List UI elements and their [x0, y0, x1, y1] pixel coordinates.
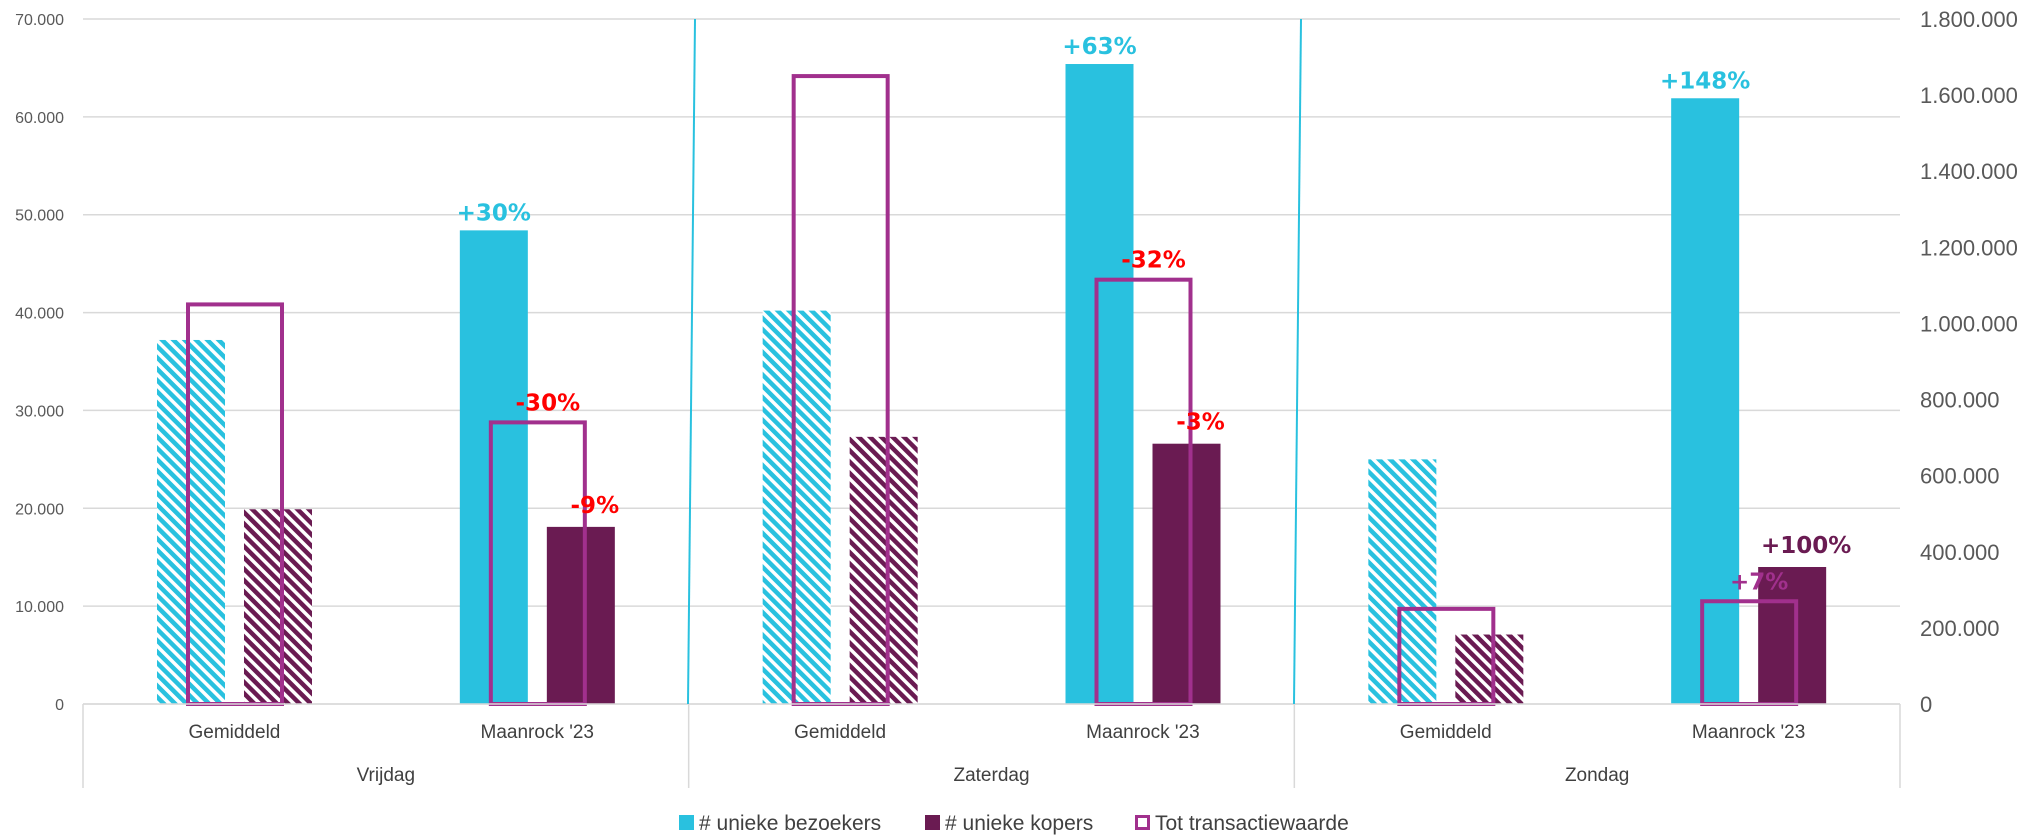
group-label: Vrijdag	[357, 765, 415, 786]
annotation-label: -3%	[1176, 410, 1225, 436]
bar-bezoekers	[157, 339, 225, 704]
legend-label: Tot transactiewaarde	[1155, 812, 1349, 835]
category-label: Gemiddeld	[188, 722, 280, 743]
annotation-label: -32%	[1121, 248, 1186, 274]
group-label: Zaterdag	[953, 765, 1029, 786]
left-tick-label: 70.000	[15, 12, 64, 29]
transactie-outlines	[186, 74, 1799, 707]
annotation-label: -9%	[571, 493, 620, 519]
left-tick-label: 30.000	[15, 403, 64, 420]
annotation-label: +30%	[457, 200, 531, 226]
bar-bezoekers	[1065, 64, 1134, 704]
right-tick-label: 800.000	[1920, 388, 2000, 413]
category-label: Gemiddeld	[1400, 722, 1492, 743]
category-label: Maanrock '23	[481, 722, 594, 743]
bar-kopers	[546, 526, 615, 704]
category-label: Gemiddeld	[794, 722, 886, 743]
legend: # unieke bezoekers # unieke kopers Tot tra…	[679, 812, 1349, 835]
annotation-label: -30%	[516, 390, 581, 416]
bar-bezoekers	[762, 310, 831, 704]
left-tick-label: 20.000	[15, 501, 64, 518]
group-dividers	[687, 18, 1302, 705]
annotation-label: +63%	[1062, 34, 1136, 60]
legend-label: # unieke kopers	[945, 812, 1093, 835]
legend-label: # unieke bezoekers	[699, 812, 881, 835]
category-label: Maanrock '23	[1086, 722, 1199, 743]
annotation-label: +7%	[1730, 569, 1788, 595]
annotations: +30% -30% -9% +63% -32% -3% +148% +7% +100%	[457, 34, 1852, 595]
day-divider	[687, 18, 696, 705]
right-tick-label: 600.000	[1920, 464, 2000, 489]
legend-swatch	[679, 815, 694, 830]
right-tick-label: 200.000	[1920, 616, 2000, 641]
bar-bezoekers	[1368, 459, 1437, 704]
right-tick-label: 1.800.000	[1920, 7, 2018, 32]
left-tick-label: 0	[55, 697, 64, 714]
bar-kopers	[1152, 443, 1221, 704]
bar-kopers	[1455, 634, 1524, 704]
right-tick-label: 400.000	[1920, 540, 2000, 565]
annotation-label: +100%	[1761, 533, 1851, 559]
left-axis-ticks: 0 10.000 20.000 30.000 40.000 50.000 60.000 70.…	[15, 12, 64, 714]
day-divider	[1293, 18, 1302, 705]
left-tick-label: 50.000	[15, 208, 64, 225]
legend-swatch	[925, 815, 940, 830]
right-tick-label: 1.600.000	[1920, 83, 2018, 108]
right-tick-label: 1.000.000	[1920, 311, 2018, 336]
legend-swatch	[1135, 815, 1150, 830]
annotation-label: +148%	[1660, 68, 1750, 94]
right-tick-label: 1.200.000	[1920, 235, 2018, 260]
bar-kopers	[1758, 567, 1827, 704]
bars	[157, 64, 1827, 704]
right-axis-ticks: 0 200.000 400.000 600.000 800.000 1.000.000 1.…	[1920, 7, 2018, 717]
right-tick-label: 0	[1920, 692, 1932, 717]
group-label: Zondag	[1565, 765, 1629, 786]
bar-bezoekers	[459, 230, 528, 704]
category-axis: Gemiddeld Maanrock '23 Vrijdag Gemiddeld Maa…	[82, 703, 1901, 788]
bar-bezoekers	[1671, 98, 1740, 704]
left-tick-label: 40.000	[15, 306, 64, 323]
gridlines	[83, 18, 1900, 705]
bar-kopers	[244, 509, 312, 704]
left-tick-label: 60.000	[15, 110, 64, 127]
left-tick-label: 10.000	[15, 599, 64, 616]
category-label: Maanrock '23	[1692, 722, 1805, 743]
bar-kopers	[849, 436, 918, 704]
right-tick-label: 1.400.000	[1920, 159, 2018, 184]
